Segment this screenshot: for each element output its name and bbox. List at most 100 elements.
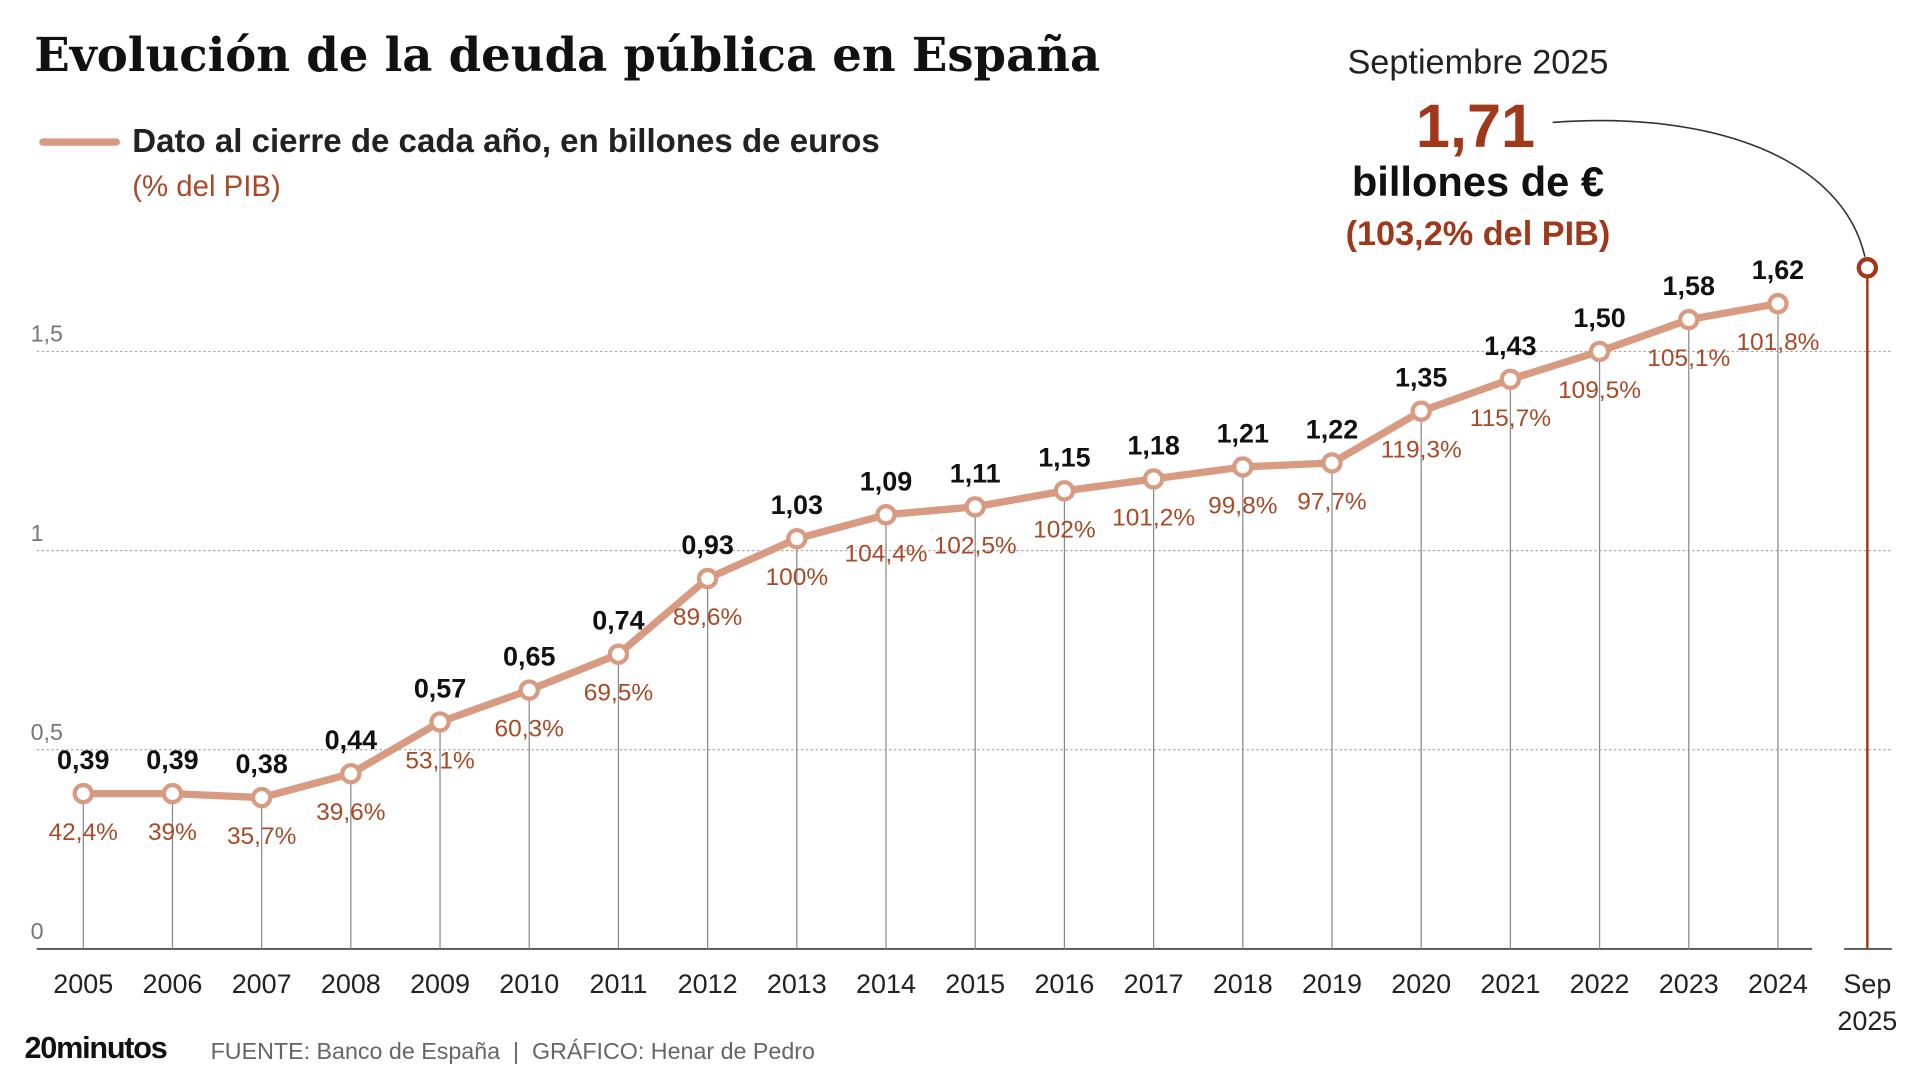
value-label: 1,09 xyxy=(860,466,912,496)
data-point xyxy=(1767,292,1789,315)
data-point xyxy=(1142,468,1165,490)
x-tick-label: 2011 xyxy=(589,969,647,999)
data-point xyxy=(429,711,451,733)
pib-label: 119,3% xyxy=(1381,437,1462,464)
pib-label: 101,8% xyxy=(1736,329,1819,356)
highlight-unit: billones de € xyxy=(1352,158,1604,205)
data-point xyxy=(1321,452,1343,474)
data-point xyxy=(161,782,184,805)
pib-label: 35,7% xyxy=(227,823,296,850)
x-tick-label: 2025 xyxy=(1837,1006,1897,1036)
x-tick-label: 2006 xyxy=(143,969,203,999)
x-tick-label: 2018 xyxy=(1213,969,1273,999)
value-label: 0,57 xyxy=(414,673,466,703)
value-label: 1,15 xyxy=(1038,442,1090,472)
x-tick-label: 2013 xyxy=(767,969,827,999)
value-label: 0,74 xyxy=(592,606,644,636)
y-tick-label: 1,5 xyxy=(31,321,63,347)
data-point xyxy=(1678,308,1700,331)
value-label: 0,39 xyxy=(146,745,198,775)
pib-label: 115,7% xyxy=(1470,405,1551,432)
value-label: 1,43 xyxy=(1484,331,1536,361)
data-point xyxy=(875,504,897,526)
pib-label: 69,5% xyxy=(584,680,653,707)
highlight-connector xyxy=(1552,119,1866,257)
pib-label: 99,8% xyxy=(1208,492,1277,519)
value-label: 0,44 xyxy=(325,725,377,755)
pib-label: 39,6% xyxy=(316,799,385,826)
value-label: 1,58 xyxy=(1663,271,1715,301)
pib-label: 102,5% xyxy=(934,532,1017,559)
pib-label: 100% xyxy=(766,564,829,591)
pib-label: 97,7% xyxy=(1297,489,1366,516)
x-tick-label: 2008 xyxy=(321,969,381,999)
x-tick-label: 2019 xyxy=(1302,969,1362,999)
pib-label: 60,3% xyxy=(495,716,564,743)
value-label: 1,18 xyxy=(1127,430,1179,460)
y-tick-label: 0,5 xyxy=(31,719,63,745)
legend-sublabel: (% del PIB) xyxy=(132,170,281,203)
data-line xyxy=(83,300,1779,802)
pib-label: 101,2% xyxy=(1112,504,1195,531)
data-point xyxy=(696,567,719,590)
brand: 20minutos xyxy=(24,1031,166,1065)
value-label: 1,35 xyxy=(1395,363,1447,393)
pib-label: 89,6% xyxy=(673,604,742,631)
highlight-date: Septiembre 2025 xyxy=(1347,43,1608,81)
x-tick-label: 2017 xyxy=(1124,969,1184,999)
value-label: 1,21 xyxy=(1217,418,1269,448)
data-point xyxy=(72,782,94,805)
data-point xyxy=(1410,400,1432,422)
pib-label: 105,1% xyxy=(1647,345,1730,372)
data-point xyxy=(250,786,273,809)
y-tick-label: 0 xyxy=(31,918,44,944)
value-label: 1,62 xyxy=(1752,255,1804,285)
highlight-pib: (103,2% del PIB) xyxy=(1346,215,1611,253)
highlight-point xyxy=(1856,257,1879,279)
value-label: 1,50 xyxy=(1573,303,1625,333)
highlight-value: 1,71 xyxy=(1416,92,1535,160)
pib-label: 39% xyxy=(148,819,197,846)
x-tick-label: 2005 xyxy=(53,969,113,999)
x-tick-label: 2020 xyxy=(1391,969,1451,999)
source: FUENTE: Banco de España | GRÁFICO: Henar… xyxy=(211,1038,815,1064)
data-point xyxy=(786,527,808,550)
x-tick-label: 2015 xyxy=(945,969,1005,999)
data-point xyxy=(1232,456,1254,478)
x-tick-label: 2007 xyxy=(232,969,292,999)
x-tick-label: 2010 xyxy=(499,969,559,999)
x-tick-label: 2012 xyxy=(678,969,738,999)
x-tick-label: 2014 xyxy=(856,969,916,999)
pib-label: 102% xyxy=(1033,516,1096,543)
value-label: 0,39 xyxy=(57,745,109,775)
x-tick-label: 2024 xyxy=(1748,969,1808,999)
data-point xyxy=(340,762,362,785)
data-point xyxy=(607,643,630,665)
data-point xyxy=(1588,340,1611,363)
data-point xyxy=(1053,480,1076,502)
pib-label: 42,4% xyxy=(49,819,118,846)
x-tick-label: 2021 xyxy=(1480,969,1540,999)
pib-label: 109,5% xyxy=(1558,377,1641,404)
value-label: 0,38 xyxy=(235,749,287,779)
x-tick-label: 2009 xyxy=(410,969,470,999)
x-tick-label: 2022 xyxy=(1570,969,1630,999)
data-point xyxy=(964,496,986,518)
legend-label: Dato al cierre de cada año, en billones … xyxy=(132,123,879,160)
value-label: 1,11 xyxy=(950,458,1001,488)
value-label: 1,22 xyxy=(1306,414,1358,444)
data-point xyxy=(1499,368,1522,391)
value-label: 0,93 xyxy=(681,530,733,560)
pib-label: 104,4% xyxy=(845,540,928,567)
value-label: 0,65 xyxy=(503,642,555,672)
value-label: 1,03 xyxy=(771,490,823,520)
x-tick-label: Sep xyxy=(1843,969,1891,999)
chart-title: Evolución de la deuda pública en España xyxy=(34,27,1100,82)
y-tick-label: 1 xyxy=(31,520,44,546)
x-tick-label: 2023 xyxy=(1659,969,1719,999)
pib-label: 53,1% xyxy=(405,747,474,774)
data-point xyxy=(518,679,540,701)
x-tick-label: 2016 xyxy=(1034,969,1094,999)
